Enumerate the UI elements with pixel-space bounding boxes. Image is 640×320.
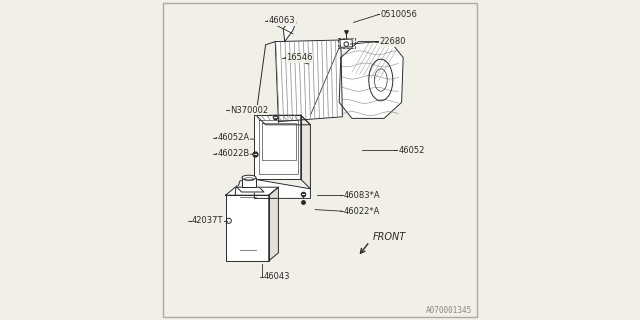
Polygon shape [242,178,256,187]
Polygon shape [226,195,269,261]
Polygon shape [275,40,342,122]
Polygon shape [340,39,353,47]
Text: N370002: N370002 [230,106,269,115]
Text: 46052A: 46052A [218,133,250,142]
Polygon shape [269,187,278,261]
Text: A070001345: A070001345 [426,306,472,315]
Polygon shape [254,179,310,198]
Polygon shape [237,187,264,192]
Text: FRONT: FRONT [372,232,406,242]
Polygon shape [339,42,403,118]
Polygon shape [256,115,310,125]
Polygon shape [226,187,278,195]
Text: 46063: 46063 [269,16,296,25]
Ellipse shape [242,175,256,180]
Text: 46083*A: 46083*A [344,191,381,200]
Text: 0510056: 0510056 [381,10,418,19]
Text: 46052: 46052 [398,146,425,155]
Polygon shape [301,115,310,189]
Text: 42037T: 42037T [192,216,223,225]
Text: 16546: 16546 [287,53,313,62]
Text: 46022*A: 46022*A [344,207,380,216]
Polygon shape [283,19,296,42]
Text: 46022B: 46022B [218,149,250,158]
Polygon shape [254,115,301,179]
Text: 46043: 46043 [264,272,291,281]
Text: 22680: 22680 [380,37,406,46]
